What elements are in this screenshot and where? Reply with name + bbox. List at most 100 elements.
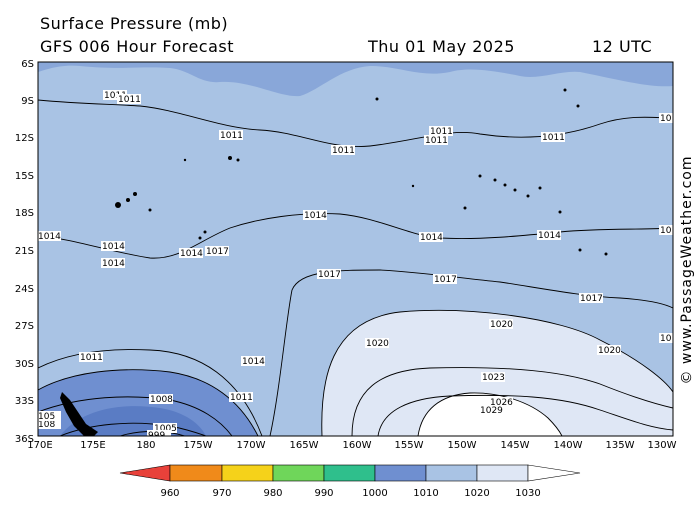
- lon-tick-label: 135W: [606, 440, 635, 451]
- svg-text:1020: 1020: [366, 339, 389, 349]
- svg-text:1011: 1011: [430, 127, 453, 137]
- lon-tick-label: 140W: [554, 440, 583, 451]
- tuamotu-island: [538, 186, 542, 190]
- contour-labels: 1011 1011 1011 1011 1011 1011 1011 1011 …: [38, 90, 673, 454]
- svg-text:1011: 1011: [230, 393, 253, 403]
- contour-label: 999: [147, 430, 171, 441]
- svg-text:10: 10: [660, 334, 672, 344]
- lat-tick-label: 6S: [21, 59, 34, 70]
- contour-label: 1011: [331, 145, 355, 156]
- isobar-1026: [377, 394, 673, 436]
- svg-text:1014: 1014: [102, 259, 125, 269]
- lon-tick-label: 155W: [395, 440, 424, 451]
- legend-swatch: [476, 464, 529, 482]
- forecast-subtitle: GFS 006 Hour Forecast: [40, 37, 235, 56]
- tuamotu-island: [503, 183, 507, 187]
- contour-label: 1011: [229, 392, 253, 403]
- contour-label: 1026: [489, 397, 513, 408]
- legend-label: 1000: [362, 488, 387, 499]
- tonga-island: [198, 236, 202, 240]
- svg-text:105: 105: [38, 412, 55, 422]
- svg-text:1011: 1011: [220, 131, 243, 141]
- map-area: 1011 1011 1011 1011 1011 1011 1011 1011 …: [38, 62, 673, 454]
- isobar-1008: [38, 369, 259, 436]
- lat-tick-label: 9S: [21, 96, 34, 107]
- lat-tick-label: 12S: [15, 133, 34, 144]
- svg-text:1026: 1026: [490, 398, 513, 408]
- lat-tick-label: 24S: [15, 284, 34, 295]
- legend-swatch: [272, 464, 325, 482]
- contour-label: 1017: [579, 293, 603, 304]
- contour-label: 108: [38, 419, 61, 430]
- lon-tick-label: 175E: [80, 440, 105, 451]
- contour-label: 1014: [241, 356, 265, 367]
- svg-text:1017: 1017: [580, 294, 603, 304]
- svg-text:999: 999: [148, 431, 165, 441]
- contour-label: 1014: [101, 258, 125, 269]
- lon-tick-label: 175W: [184, 440, 213, 451]
- legend-swatch: [119, 464, 171, 482]
- island: [411, 184, 415, 188]
- svg-text:1017: 1017: [206, 247, 229, 257]
- fiji-island: [133, 192, 137, 196]
- samoa-island: [228, 156, 232, 160]
- svg-text:1011: 1011: [542, 133, 565, 143]
- contour-label: 1017: [317, 269, 341, 280]
- svg-text:10: 10: [660, 114, 672, 124]
- svg-text:1029: 1029: [480, 406, 503, 416]
- svg-text:108: 108: [38, 420, 55, 430]
- marquesas-island: [563, 88, 567, 92]
- samoa-island: [236, 158, 240, 162]
- lat-tick-label: 36S: [15, 434, 34, 445]
- lat-tick-label: 15S: [15, 171, 34, 182]
- svg-text:1014: 1014: [304, 211, 327, 221]
- legend-label: 960: [160, 488, 179, 499]
- contour-label: 1014: [303, 210, 327, 221]
- legend-swatch: [425, 464, 478, 482]
- svg-text:10: 10: [660, 226, 672, 236]
- svg-text:1011: 1011: [332, 146, 355, 156]
- lat-tick-label: 33S: [15, 396, 34, 407]
- lon-tick-label: 165W: [290, 440, 319, 451]
- island: [375, 97, 379, 101]
- contour-label: 1020: [597, 345, 621, 356]
- austral-island: [604, 252, 608, 256]
- contour-label: 1017: [433, 274, 457, 285]
- legend-label: 1030: [515, 488, 540, 499]
- contour-label: 1011: [79, 352, 103, 363]
- lat-tick-label: 27S: [15, 321, 34, 332]
- svg-text:1011: 1011: [104, 91, 127, 101]
- legend-label: 1010: [413, 488, 438, 499]
- contour-label: 1014: [101, 241, 125, 252]
- islands: [60, 88, 608, 436]
- forecast-date: Thu 01 May 2025: [368, 37, 515, 56]
- contour-label: 1008: [149, 394, 173, 405]
- lat-tick-label: 21S: [15, 246, 34, 257]
- legend-swatch: [221, 464, 274, 482]
- lon-tick-label: 150W: [448, 440, 477, 451]
- contour-label: 1014: [38, 231, 61, 242]
- isobar-1020: [321, 310, 673, 436]
- pressure-band-north-low: [38, 62, 673, 97]
- contour-label: 1029: [479, 405, 503, 416]
- tuamotu-island: [513, 188, 517, 192]
- contour-label: 1020: [489, 319, 513, 330]
- contour-label: 1011: [219, 130, 243, 141]
- svg-text:1014: 1014: [102, 242, 125, 252]
- legend-label: 980: [263, 488, 282, 499]
- society-island: [463, 206, 467, 210]
- tuamotu-island: [526, 194, 530, 198]
- contour-label: 1002: [153, 443, 177, 454]
- austral-island: [578, 248, 582, 252]
- tuamotu-island: [558, 210, 562, 214]
- forecast-time: 12 UTC: [592, 37, 653, 56]
- legend-label: 1020: [464, 488, 489, 499]
- island: [183, 158, 187, 162]
- new-zealand-landmass: [60, 392, 98, 436]
- legend-swatch: [527, 464, 581, 482]
- contour-label: 10: [659, 333, 673, 344]
- svg-text:1014: 1014: [538, 231, 561, 241]
- contour-label: 1020: [365, 338, 389, 349]
- lon-tick-label: 145W: [501, 440, 530, 451]
- lat-tick-label: 30S: [15, 359, 34, 370]
